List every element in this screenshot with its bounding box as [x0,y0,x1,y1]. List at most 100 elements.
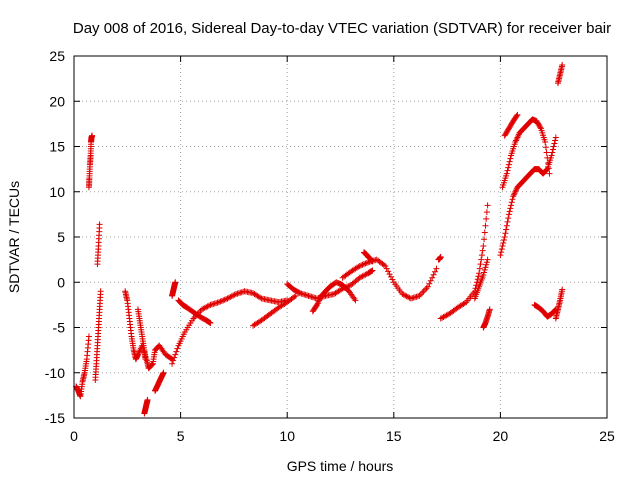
data-point [484,256,491,263]
data-point [215,299,222,306]
data-point [291,293,298,300]
data-point [502,230,509,237]
data-point [545,165,552,172]
data-point [506,208,513,215]
data-point [548,152,555,159]
series-arc-19 [471,256,491,302]
data-point [483,209,490,216]
data-point [505,164,512,171]
data-point [478,256,485,263]
data-point [503,222,510,229]
data-point [173,348,180,355]
series-arc-16 [360,249,376,265]
data-point [507,205,514,212]
series-arc-21 [497,134,559,259]
data-point [292,292,299,299]
data-point [217,298,224,305]
data-point [369,267,376,274]
data-point [257,294,264,301]
data-point [169,360,176,367]
data-point [484,202,491,209]
data-point [382,262,389,269]
series-arc-23 [501,111,521,139]
data-point [559,286,566,293]
series-arc-18 [437,202,491,322]
data-point [389,276,396,283]
data-point [500,240,507,247]
data-point [387,273,394,280]
data-point [552,134,559,141]
data-point [380,261,387,268]
data-point [429,274,436,281]
series-arc-15 [339,256,440,302]
data-point [356,262,363,269]
series-arc-6 [134,306,149,363]
data-point [549,146,556,153]
data-point [546,170,553,177]
data-point [551,140,558,147]
series-arc-20 [480,306,493,331]
data-point [96,221,103,228]
data-point [544,154,551,161]
data-point [481,269,488,276]
series-arc-2 [85,132,96,191]
data-point [481,266,488,273]
y-tick-label: -10 [45,365,65,381]
chart-title: Day 008 of 2016, Sidereal Day-to-day VTE… [73,20,611,37]
series-arc-8 [152,369,167,394]
data-point [545,160,552,167]
data-point [498,246,505,253]
data-point [483,261,490,268]
data-point [476,270,483,277]
data-point [505,215,512,222]
data-point [433,265,440,272]
data-point [416,292,423,299]
y-tick-label: 0 [57,274,65,290]
data-point [85,333,92,340]
data-point [508,202,515,209]
data-point [385,268,392,275]
data-point [552,137,559,144]
x-tick-label: 5 [177,428,185,444]
data-point [358,262,365,269]
data-point [149,361,156,368]
x-tick-label: 25 [599,428,615,444]
data-point [218,297,225,304]
data-point [359,261,366,268]
data-point [174,345,181,352]
data-point [437,253,444,260]
series-arc-14 [309,279,359,315]
data-point [424,283,431,290]
data-point [313,302,320,309]
data-point [513,112,520,119]
data-point [504,218,511,225]
y-tick-label: 15 [49,139,65,155]
y-tick-label: 10 [49,184,65,200]
data-point [482,264,489,271]
data-point [142,356,149,363]
data-point [221,296,228,303]
data-point [386,271,393,278]
data-point [504,167,511,174]
data-point [475,273,482,280]
y-tick-label: -15 [45,410,65,426]
data-point [543,149,550,156]
data-point [503,226,510,233]
data-point [423,285,430,292]
data-point [486,306,493,313]
data-point [383,265,390,272]
y-tick-label: 25 [49,48,65,64]
data-point [477,261,484,268]
data-point [506,158,513,165]
data-point [369,258,376,265]
series-arc-9 [169,279,179,299]
series-arc-17 [435,253,444,263]
data-point [461,300,468,307]
data-point [481,236,488,243]
data-point [542,144,549,151]
series-arc-5 [122,288,176,372]
data-point [507,155,514,162]
data-point [500,237,507,244]
y-axis-label: SDTVAR / TECUs [6,181,22,293]
series-arc-12 [250,292,299,329]
